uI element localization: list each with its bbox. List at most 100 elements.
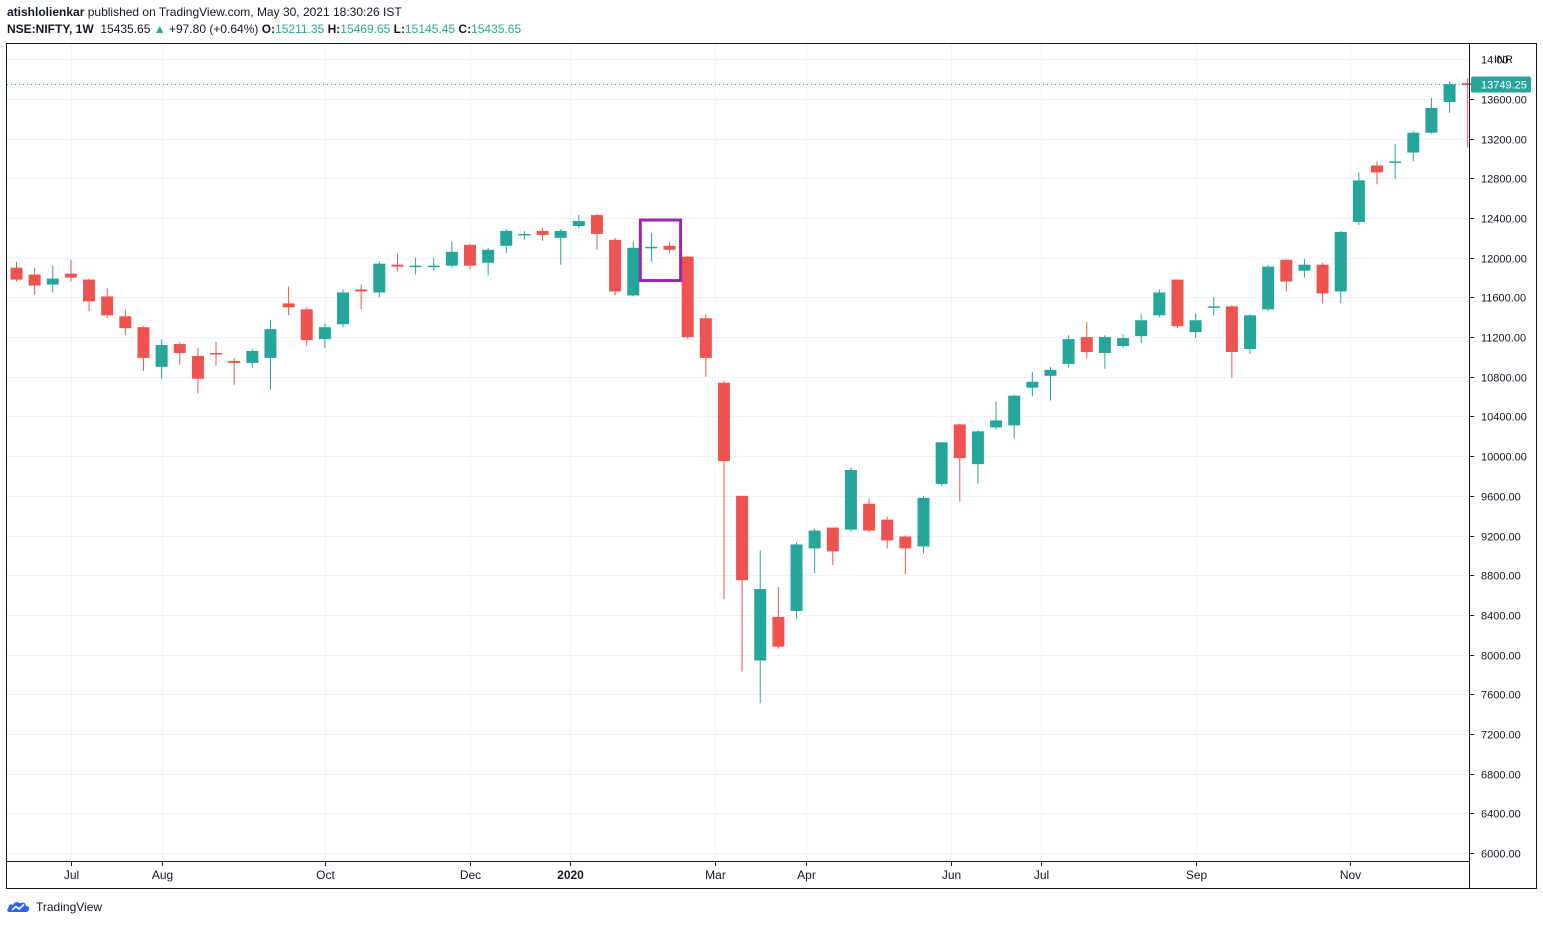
candle[interactable] bbox=[1207, 297, 1220, 316]
publisher-name[interactable]: atishlolienkar bbox=[7, 5, 85, 19]
candle[interactable] bbox=[464, 243, 476, 270]
candle[interactable] bbox=[1334, 230, 1347, 304]
candle[interactable] bbox=[300, 307, 313, 347]
candle[interactable] bbox=[754, 550, 767, 704]
candle[interactable] bbox=[935, 442, 948, 486]
candle[interactable] bbox=[699, 314, 712, 377]
candle[interactable] bbox=[1026, 371, 1039, 397]
price-axis[interactable]: 6000.00 6400.00 6800.00 7200.00 7600.00 8000.… bbox=[1469, 55, 1531, 861]
candle[interactable] bbox=[191, 348, 204, 394]
candle[interactable] bbox=[119, 309, 132, 336]
chart-grid bbox=[7, 44, 1469, 861]
candle[interactable] bbox=[173, 342, 186, 365]
candle[interactable] bbox=[101, 288, 114, 319]
candle[interactable] bbox=[1316, 262, 1329, 304]
candle[interactable] bbox=[83, 278, 96, 312]
candle-body bbox=[1171, 279, 1184, 327]
candle[interactable] bbox=[645, 232, 658, 262]
candle[interactable] bbox=[971, 430, 984, 484]
x-tick-label: Dec bbox=[460, 868, 481, 882]
candle[interactable] bbox=[64, 259, 77, 282]
y-tick-label: 6800.00 bbox=[1481, 770, 1521, 782]
candle-body bbox=[1117, 338, 1130, 347]
candle[interactable] bbox=[518, 230, 531, 240]
candle-body bbox=[137, 327, 150, 358]
candle[interactable] bbox=[391, 253, 404, 272]
candle[interactable] bbox=[1008, 394, 1021, 439]
x-tick-label: Oct bbox=[316, 868, 335, 882]
candle[interactable] bbox=[337, 289, 350, 328]
candle[interactable] bbox=[627, 241, 640, 297]
candle[interactable] bbox=[264, 320, 277, 390]
candle[interactable] bbox=[482, 247, 495, 276]
candle[interactable] bbox=[772, 587, 785, 649]
candle[interactable] bbox=[736, 495, 749, 672]
candle[interactable] bbox=[318, 323, 331, 349]
candle[interactable] bbox=[826, 527, 839, 566]
candle[interactable] bbox=[1443, 81, 1456, 113]
candle[interactable] bbox=[1280, 258, 1293, 292]
candle[interactable] bbox=[1098, 335, 1111, 369]
candle[interactable] bbox=[282, 286, 295, 316]
y-tick-label: 8400.00 bbox=[1481, 611, 1521, 623]
candle[interactable] bbox=[881, 516, 894, 549]
candle[interactable] bbox=[609, 237, 622, 296]
candle[interactable] bbox=[663, 241, 676, 253]
candle[interactable] bbox=[1135, 314, 1148, 344]
candle[interactable] bbox=[246, 349, 259, 368]
candle[interactable] bbox=[717, 380, 730, 600]
candle[interactable] bbox=[1225, 305, 1238, 378]
candle[interactable] bbox=[917, 495, 930, 554]
candle[interactable] bbox=[590, 214, 603, 250]
candle[interactable] bbox=[46, 265, 59, 293]
x-tick-label: 2020 bbox=[557, 868, 584, 882]
candle[interactable] bbox=[572, 215, 585, 229]
candle[interactable] bbox=[373, 261, 386, 298]
candle[interactable] bbox=[1371, 161, 1383, 185]
candle[interactable] bbox=[10, 261, 23, 282]
candle[interactable] bbox=[990, 401, 1003, 430]
candle[interactable] bbox=[28, 267, 41, 295]
candle[interactable] bbox=[681, 255, 694, 340]
candle[interactable] bbox=[1262, 264, 1275, 312]
candle[interactable] bbox=[210, 342, 223, 366]
candle[interactable] bbox=[355, 284, 368, 310]
x-tick-label: Apr bbox=[797, 868, 816, 882]
tradingview-branding[interactable]: TradingView bbox=[6, 899, 102, 915]
candle-body bbox=[264, 329, 277, 358]
candle[interactable] bbox=[137, 326, 150, 371]
candle[interactable] bbox=[1425, 98, 1438, 134]
candle[interactable] bbox=[1080, 322, 1093, 358]
candle[interactable] bbox=[1189, 313, 1202, 339]
candle[interactable] bbox=[790, 542, 803, 619]
candle[interactable] bbox=[427, 257, 440, 271]
candle[interactable] bbox=[1298, 258, 1311, 278]
candle[interactable] bbox=[899, 535, 912, 575]
candle[interactable] bbox=[953, 423, 966, 502]
candle[interactable] bbox=[155, 339, 168, 379]
candle[interactable] bbox=[863, 498, 876, 533]
candle[interactable] bbox=[1407, 130, 1420, 162]
candle[interactable] bbox=[1153, 289, 1166, 318]
symbol-name[interactable]: NSE:NIFTY, 1W bbox=[7, 22, 94, 36]
candle[interactable] bbox=[500, 228, 513, 253]
candle[interactable] bbox=[844, 467, 857, 532]
candle[interactable] bbox=[554, 228, 567, 265]
candle[interactable] bbox=[1044, 366, 1057, 401]
candle[interactable] bbox=[1389, 143, 1402, 180]
candle-body bbox=[28, 274, 41, 286]
candle[interactable] bbox=[1062, 335, 1075, 368]
candle[interactable] bbox=[1117, 334, 1130, 349]
candle[interactable] bbox=[1244, 314, 1257, 354]
candle[interactable] bbox=[1352, 172, 1365, 225]
candle[interactable] bbox=[1171, 279, 1184, 329]
highlight-rectangle[interactable] bbox=[638, 218, 683, 283]
candle[interactable] bbox=[409, 257, 422, 275]
candle[interactable] bbox=[228, 357, 241, 385]
candle[interactable] bbox=[445, 241, 458, 268]
time-axis[interactable]: Jul Aug Oct Dec 2020 Mar Apr Jun Jul Sep Nov bbox=[64, 861, 1361, 882]
candle[interactable] bbox=[536, 227, 549, 241]
candle[interactable] bbox=[808, 528, 821, 574]
candle-body bbox=[191, 355, 204, 379]
